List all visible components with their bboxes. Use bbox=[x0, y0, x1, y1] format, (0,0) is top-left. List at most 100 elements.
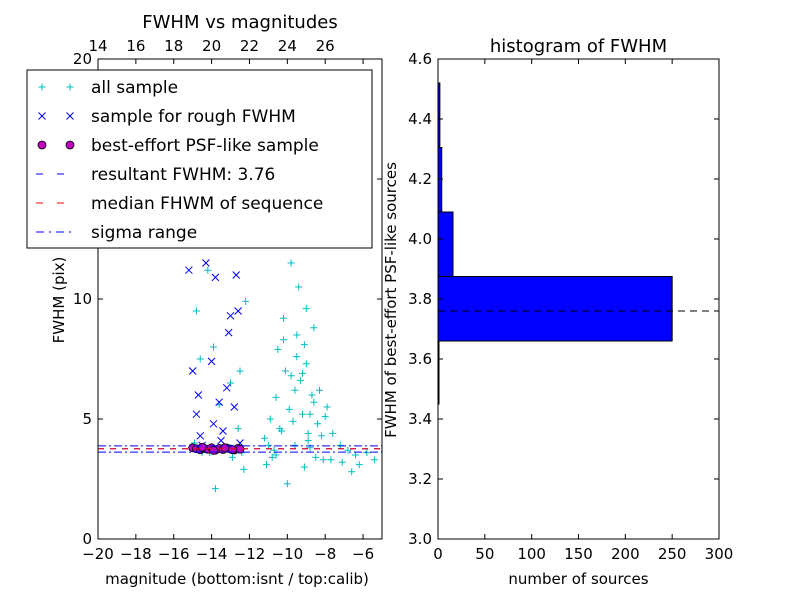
x-tick-label: −12 bbox=[234, 545, 266, 563]
data-point bbox=[232, 271, 241, 279]
data-point bbox=[283, 480, 291, 488]
data-point bbox=[209, 446, 218, 455]
data-point bbox=[192, 307, 200, 315]
legend-marker bbox=[66, 83, 74, 91]
data-point bbox=[300, 341, 308, 349]
right-chart-title: histogram of FWHM bbox=[490, 36, 667, 57]
data-point bbox=[226, 311, 235, 320]
x-tick-label: 250 bbox=[658, 545, 687, 563]
y-tick-label: 3.8 bbox=[408, 290, 432, 308]
data-point bbox=[338, 458, 346, 466]
data-point bbox=[329, 429, 337, 437]
data-point bbox=[207, 357, 216, 366]
top-tick-label: 22 bbox=[240, 37, 259, 55]
legend-entry: sample for rough FWHM bbox=[38, 107, 296, 127]
data-point bbox=[316, 386, 324, 394]
x-tick-label: 200 bbox=[611, 545, 640, 563]
x-tick-label: 50 bbox=[475, 545, 494, 563]
data-point bbox=[188, 367, 197, 375]
x-tick-label: −8 bbox=[314, 545, 336, 563]
data-point bbox=[242, 297, 250, 305]
data-point bbox=[351, 451, 359, 459]
y-tick-label: 4.2 bbox=[408, 170, 432, 188]
data-point bbox=[270, 446, 278, 454]
x-axis-label: magnitude (bottom:isnt / top:calib) bbox=[105, 570, 369, 588]
data-point bbox=[314, 420, 322, 428]
data-point bbox=[293, 331, 301, 339]
legend-box bbox=[26, 69, 373, 249]
data-point bbox=[196, 431, 205, 440]
data-point bbox=[209, 419, 218, 428]
data-point bbox=[298, 369, 306, 377]
top-tick-label: 16 bbox=[126, 37, 145, 55]
data-point bbox=[211, 485, 219, 493]
y-tick-label: 3.6 bbox=[408, 350, 432, 368]
legend-marker bbox=[38, 112, 46, 120]
data-point bbox=[197, 442, 207, 452]
data-point bbox=[287, 259, 295, 267]
data-point bbox=[234, 307, 242, 315]
data-point bbox=[312, 453, 320, 461]
y-tick-label: 4.6 bbox=[408, 50, 432, 68]
legend-label: sample for rough FWHM bbox=[91, 107, 296, 127]
y-tick-label: 0 bbox=[82, 530, 92, 548]
data-point bbox=[215, 398, 224, 407]
data-point bbox=[196, 355, 204, 363]
y-axis-label: FWHM of best-effort PSF-like sources bbox=[382, 162, 400, 438]
legend-entry: best-effort PSF-like sample bbox=[37, 136, 319, 156]
legend-entry: all sample bbox=[38, 78, 178, 98]
legend-label: sigma range bbox=[91, 223, 197, 243]
top-tick-label: 26 bbox=[316, 37, 335, 55]
data-point bbox=[304, 429, 312, 437]
data-point bbox=[306, 410, 314, 418]
data-point bbox=[268, 453, 276, 461]
data-point bbox=[234, 425, 242, 433]
data-point bbox=[209, 343, 217, 351]
legend-marker bbox=[38, 83, 46, 91]
data-point bbox=[274, 345, 282, 353]
data-point bbox=[236, 367, 244, 375]
data-point bbox=[220, 443, 230, 453]
data-point bbox=[370, 456, 378, 464]
histogram-bar bbox=[437, 211, 454, 277]
data-point bbox=[281, 367, 289, 375]
top-tick-label: 24 bbox=[278, 37, 297, 55]
data-point bbox=[308, 391, 316, 399]
legend-entry: resultant FWHM: 3.76 bbox=[36, 165, 275, 185]
data-point bbox=[217, 436, 225, 445]
data-point bbox=[302, 360, 310, 368]
data-point bbox=[285, 405, 293, 413]
data-point bbox=[300, 463, 308, 471]
y-tick-label: 3.4 bbox=[408, 410, 432, 428]
legend-marker bbox=[37, 140, 47, 150]
data-point bbox=[295, 283, 303, 291]
data-point bbox=[321, 413, 329, 421]
legend-marker bbox=[65, 140, 75, 150]
y-tick-label: 4.0 bbox=[408, 230, 432, 248]
series-1 bbox=[185, 259, 244, 450]
y-tick-label: 3.0 bbox=[408, 530, 432, 548]
histogram-bar bbox=[437, 147, 443, 213]
top-tick-label: 14 bbox=[88, 37, 107, 55]
y-tick-label: 5 bbox=[82, 410, 92, 428]
data-point bbox=[240, 465, 248, 473]
y-tick-label: 3.2 bbox=[408, 470, 432, 488]
data-point bbox=[227, 379, 235, 387]
x-tick-label: −16 bbox=[158, 545, 190, 563]
data-point bbox=[323, 403, 331, 411]
top-tick-label: 18 bbox=[164, 37, 183, 55]
data-point bbox=[317, 432, 325, 440]
data-point bbox=[319, 456, 327, 464]
data-point bbox=[219, 427, 227, 435]
data-point bbox=[230, 403, 239, 411]
data-point bbox=[272, 393, 280, 401]
legend-label: all sample bbox=[91, 78, 178, 98]
x-tick-label: 300 bbox=[705, 545, 734, 563]
legend-entry: sigma range bbox=[36, 223, 197, 243]
data-point bbox=[266, 415, 274, 423]
fwhm-histogram-chart: histogram of FWHM 0 50 100 150 200 250 300 3.0 3.… bbox=[382, 36, 733, 588]
legend-label: resultant FWHM: 3.76 bbox=[91, 165, 275, 185]
data-point bbox=[211, 273, 220, 282]
x-axis-label: number of sources bbox=[508, 570, 648, 588]
